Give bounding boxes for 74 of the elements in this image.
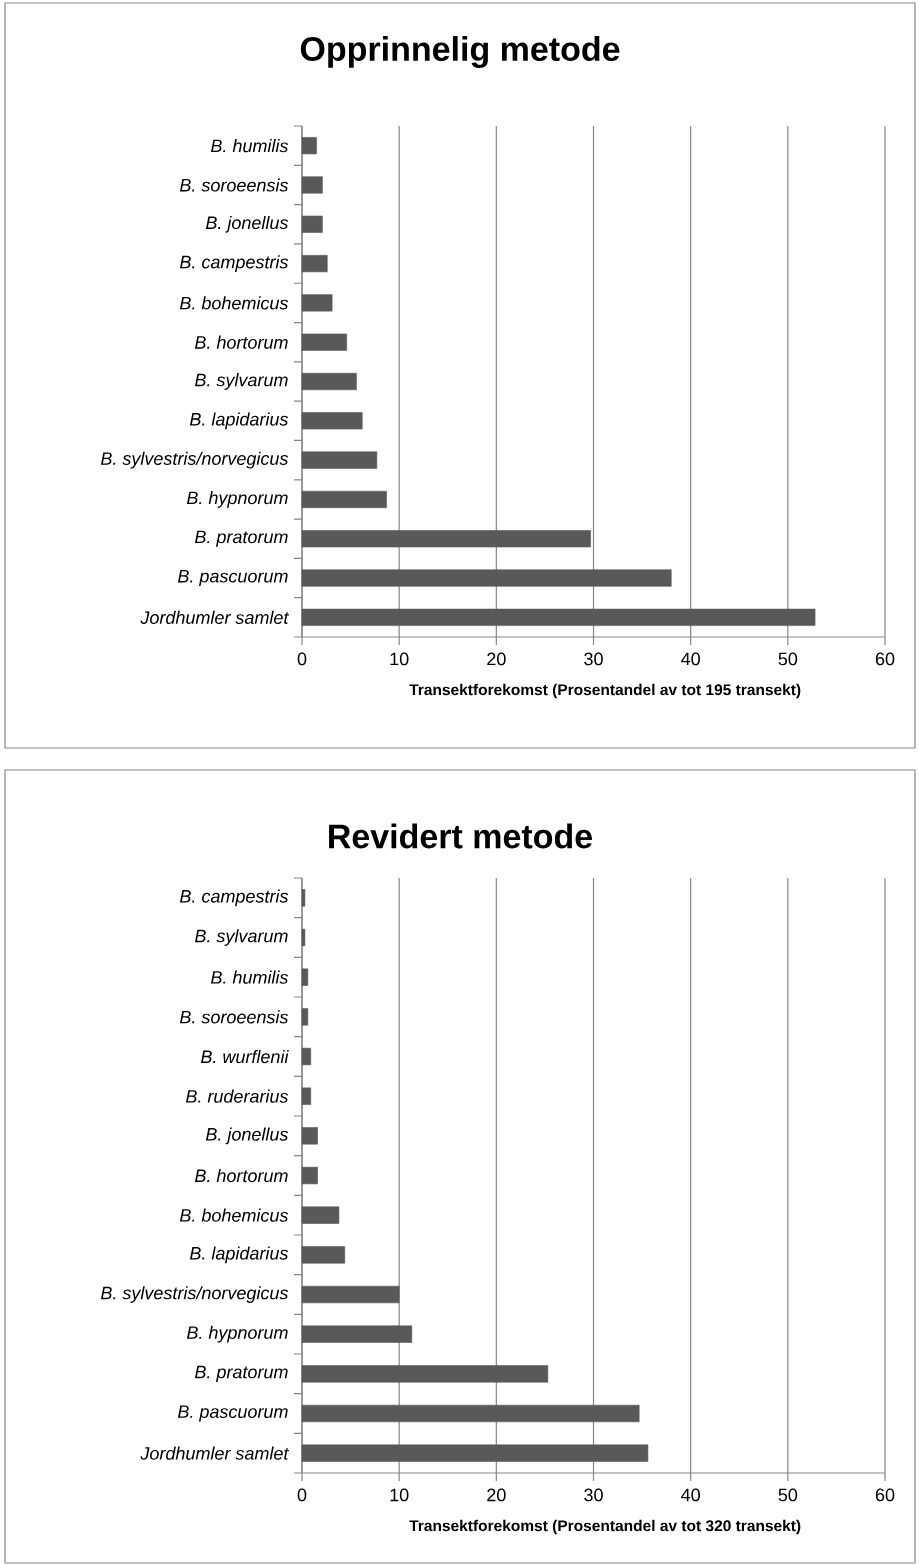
bar xyxy=(301,1404,640,1423)
x-tick-label: 0 xyxy=(297,652,307,666)
y-tick-label: B. jonellus xyxy=(205,1127,289,1145)
x-axis-title: Transektforekomst (Prosentandel av tot 195 transekt) xyxy=(409,683,801,699)
x-tick-label: 0 xyxy=(297,1488,307,1502)
y-tick-label: B. soroeensis xyxy=(179,1010,289,1024)
y-tick-label: Jordhumler samlet xyxy=(140,610,290,624)
y-tick-label: B. bohemicus xyxy=(179,296,289,310)
y-tick-label: B. lapidarius xyxy=(189,412,289,430)
y-tick-label: B. hypnorum xyxy=(186,1325,288,1343)
bar xyxy=(301,1325,413,1343)
y-tick-label: B. humilis xyxy=(211,970,289,984)
y-tick-label: B. hypnorum xyxy=(186,491,288,508)
y-tick-label: B. pascuorum xyxy=(177,1405,288,1422)
x-tick-label: 30 xyxy=(584,652,603,666)
x-tick-label: 10 xyxy=(390,652,409,666)
y-tick-label: B. wurflenii xyxy=(200,1049,289,1064)
x-tick-label: 50 xyxy=(778,652,798,666)
bar xyxy=(301,889,306,907)
y-tick-label: B. soroeensis xyxy=(179,178,289,192)
y-tick-label: B. sylvarum xyxy=(195,373,288,390)
x-axis-title: Transektforekomst (Prosentandel av tot 320 transekt) xyxy=(409,1519,801,1535)
x-tick-label: 10 xyxy=(390,1488,409,1502)
bar xyxy=(301,294,333,312)
bar xyxy=(301,968,309,986)
y-tick-label: B. jonellus xyxy=(205,215,289,233)
x-tick-label: 60 xyxy=(875,1488,895,1502)
x-tick-label: 30 xyxy=(584,1488,603,1502)
bar xyxy=(301,1087,312,1105)
y-tick-label: B. bohemicus xyxy=(179,1208,289,1222)
y-tick-label: B. pascuorum xyxy=(177,569,288,587)
bar xyxy=(301,608,816,626)
x-tick-label: 20 xyxy=(487,1488,506,1502)
bar xyxy=(301,569,672,587)
bar xyxy=(301,215,323,233)
bar xyxy=(301,1285,400,1304)
x-tick-label: 20 xyxy=(487,652,506,666)
y-tick-label: B. lapidarius xyxy=(189,1246,289,1264)
bar xyxy=(301,1166,318,1185)
bar xyxy=(301,530,591,548)
x-tick-label: 60 xyxy=(875,652,895,666)
y-tick-label: B. campestris xyxy=(179,255,289,272)
bar xyxy=(301,1008,309,1026)
bar xyxy=(301,1047,312,1066)
bar xyxy=(301,176,323,194)
y-tick-label: B. pratorum xyxy=(194,1365,288,1382)
chart-title: Revidert metode xyxy=(329,823,593,849)
bar xyxy=(301,1365,549,1383)
y-tick-label: B. sylvestris/norvegicus xyxy=(100,451,289,469)
bar xyxy=(301,928,306,947)
y-tick-label: B. sylvestris/norvegicus xyxy=(100,1286,289,1303)
y-tick-label: Jordhumler samlet xyxy=(140,1446,290,1460)
bar xyxy=(301,1206,340,1224)
x-tick-label: 40 xyxy=(681,652,700,666)
bar xyxy=(301,333,347,351)
bar xyxy=(301,490,387,508)
y-tick-label: B. pratorum xyxy=(194,530,288,547)
bar xyxy=(301,255,328,273)
bar xyxy=(301,451,378,469)
y-tick-label: B. sylvarum xyxy=(195,929,288,946)
y-tick-label: B. hortorum xyxy=(194,1168,288,1183)
x-tick-label: 40 xyxy=(681,1488,700,1502)
x-tick-label: 50 xyxy=(778,1488,798,1502)
chart-title: Opprinnelig metode xyxy=(300,36,620,68)
bar xyxy=(301,412,363,430)
bar xyxy=(301,372,357,391)
y-tick-label: B. campestris xyxy=(179,889,289,907)
bar xyxy=(301,1246,346,1264)
bar xyxy=(301,1444,649,1462)
bar xyxy=(301,1127,318,1145)
bar xyxy=(301,137,317,155)
y-tick-label: B. ruderarius xyxy=(185,1089,289,1103)
y-tick-label: B. humilis xyxy=(211,139,289,153)
y-tick-label: B. hortorum xyxy=(194,335,288,349)
